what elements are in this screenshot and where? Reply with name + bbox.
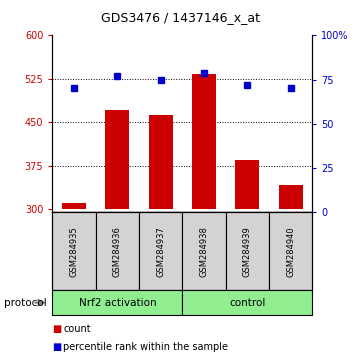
Text: count: count <box>63 324 91 334</box>
Bar <box>182 290 312 315</box>
Text: GSM284940: GSM284940 <box>286 226 295 277</box>
Text: GSM284938: GSM284938 <box>200 226 208 277</box>
Text: GDS3476 / 1437146_x_at: GDS3476 / 1437146_x_at <box>101 11 260 24</box>
Bar <box>192 74 216 210</box>
Text: GSM284939: GSM284939 <box>243 226 252 277</box>
Text: Nrf2 activation: Nrf2 activation <box>78 298 156 308</box>
Bar <box>96 212 139 290</box>
Text: GSM284935: GSM284935 <box>70 226 78 277</box>
Text: ■: ■ <box>52 342 62 352</box>
Bar <box>235 160 259 210</box>
Bar <box>52 290 182 315</box>
Bar <box>105 110 129 210</box>
Text: GSM284937: GSM284937 <box>156 226 165 277</box>
Text: control: control <box>229 298 265 308</box>
Text: protocol: protocol <box>4 298 46 308</box>
Text: GSM284936: GSM284936 <box>113 226 122 277</box>
Text: ■: ■ <box>52 324 62 334</box>
Text: percentile rank within the sample: percentile rank within the sample <box>63 342 228 352</box>
Bar <box>52 212 96 290</box>
Bar <box>269 212 312 290</box>
Bar <box>149 115 173 210</box>
Bar <box>226 212 269 290</box>
Bar <box>139 212 182 290</box>
Bar <box>182 212 226 290</box>
Bar <box>62 202 86 210</box>
Bar <box>279 185 303 210</box>
